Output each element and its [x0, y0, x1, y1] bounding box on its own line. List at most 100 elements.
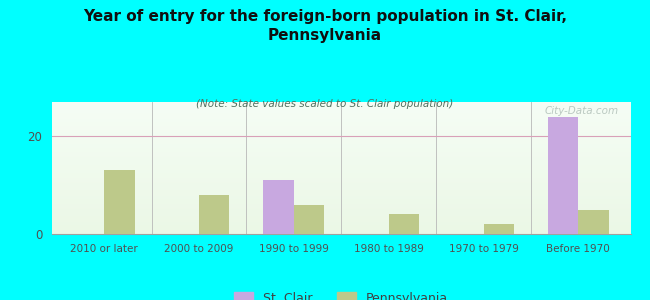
Bar: [294, 205, 324, 234]
Bar: [52, 162, 630, 163]
Bar: [52, 200, 630, 201]
Bar: [52, 120, 630, 121]
Bar: [52, 136, 630, 137]
Bar: [52, 154, 630, 155]
Bar: [52, 199, 630, 200]
Bar: [52, 185, 630, 186]
Bar: [52, 148, 630, 149]
Bar: [52, 209, 630, 210]
Bar: [52, 131, 630, 132]
Bar: [52, 104, 630, 105]
Bar: [52, 224, 630, 225]
Bar: [52, 143, 630, 144]
Bar: [52, 176, 630, 177]
Bar: [52, 144, 630, 145]
Bar: [52, 168, 630, 169]
Bar: [52, 103, 630, 104]
Bar: [52, 108, 630, 109]
Bar: [52, 112, 630, 113]
Bar: [52, 165, 630, 166]
Bar: [52, 223, 630, 224]
Bar: [52, 197, 630, 198]
Text: (Note: State values scaled to St. Clair population): (Note: State values scaled to St. Clair …: [196, 99, 454, 109]
Bar: [52, 134, 630, 135]
Bar: [52, 130, 630, 131]
Bar: [52, 118, 630, 119]
Bar: [52, 106, 630, 107]
Bar: [52, 110, 630, 111]
Bar: [52, 169, 630, 170]
Bar: [52, 159, 630, 160]
Bar: [52, 173, 630, 174]
Bar: [52, 174, 630, 175]
Bar: [52, 222, 630, 223]
Bar: [52, 170, 630, 171]
Bar: [52, 146, 630, 147]
Bar: [52, 201, 630, 202]
Bar: [52, 141, 630, 142]
Bar: [52, 217, 630, 218]
Bar: [52, 115, 630, 116]
Bar: [548, 117, 578, 234]
Bar: [52, 107, 630, 108]
Bar: [52, 178, 630, 179]
Bar: [52, 180, 630, 181]
Bar: [52, 179, 630, 180]
Bar: [52, 163, 630, 164]
Bar: [52, 171, 630, 172]
Bar: [52, 193, 630, 194]
Bar: [52, 220, 630, 221]
Bar: [52, 187, 630, 188]
Bar: [52, 232, 630, 233]
Bar: [52, 204, 630, 205]
Bar: [52, 194, 630, 195]
Bar: [52, 119, 630, 120]
Bar: [52, 233, 630, 234]
Bar: [52, 124, 630, 125]
Bar: [52, 157, 630, 158]
Bar: [52, 177, 630, 178]
Bar: [52, 153, 630, 154]
Bar: [52, 122, 630, 123]
Bar: [52, 135, 630, 136]
Bar: [52, 137, 630, 138]
Bar: [52, 147, 630, 148]
Bar: [52, 225, 630, 226]
Bar: [52, 205, 630, 206]
Bar: [52, 183, 630, 184]
Bar: [52, 172, 630, 173]
Bar: [52, 218, 630, 219]
Bar: [52, 113, 630, 114]
Bar: [52, 167, 630, 168]
Bar: [52, 208, 630, 209]
Bar: [52, 138, 630, 139]
Bar: [199, 195, 229, 234]
Bar: [52, 192, 630, 193]
Bar: [52, 196, 630, 197]
Bar: [52, 155, 630, 156]
Bar: [52, 145, 630, 146]
Bar: [52, 206, 630, 207]
Text: City-Data.com: City-Data.com: [545, 106, 619, 116]
Bar: [52, 219, 630, 220]
Bar: [52, 227, 630, 228]
Bar: [52, 230, 630, 231]
Bar: [52, 142, 630, 143]
Bar: [52, 102, 630, 103]
Bar: [52, 191, 630, 192]
Bar: [389, 214, 419, 234]
Bar: [52, 203, 630, 204]
Bar: [52, 166, 630, 167]
Bar: [52, 210, 630, 211]
Bar: [52, 126, 630, 127]
Bar: [52, 151, 630, 152]
Bar: [52, 149, 630, 150]
Bar: [52, 109, 630, 110]
Bar: [52, 195, 630, 196]
Bar: [52, 114, 630, 115]
Text: Year of entry for the foreign-born population in St. Clair,
Pennsylvania: Year of entry for the foreign-born popul…: [83, 9, 567, 43]
Bar: [52, 214, 630, 215]
Bar: [52, 181, 630, 182]
Bar: [52, 231, 630, 232]
Bar: [52, 198, 630, 199]
